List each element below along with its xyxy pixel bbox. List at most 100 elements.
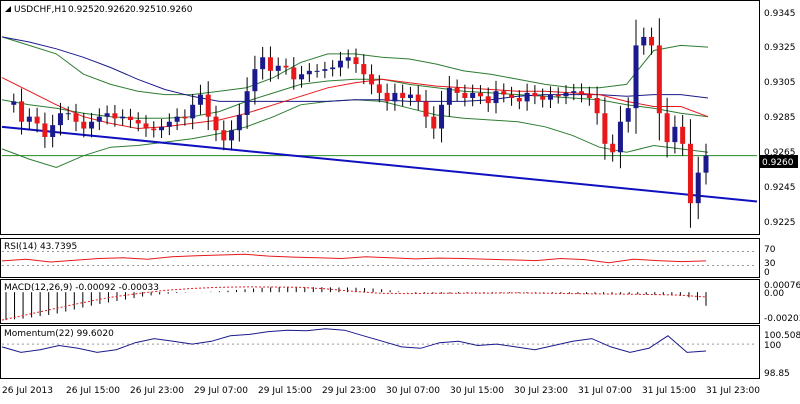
candle-bear [594, 97, 600, 114]
chart-symbol: USDCHF,H1 [14, 5, 67, 15]
candle-bull [229, 130, 235, 141]
candle-bear [369, 74, 375, 85]
momentum-label: Momentum(22) 99.6020 [4, 329, 114, 339]
candle-bull [672, 126, 678, 143]
candle-bear [454, 87, 460, 93]
price-tick: 0.9325 [764, 43, 796, 53]
candle-bear [555, 94, 561, 97]
time-label: 30 Jul 23:00 [514, 386, 568, 396]
time-label: 26 Jul 2013 [2, 386, 53, 396]
candle-bull [11, 101, 17, 105]
candle-bull [470, 92, 476, 98]
time-label: 31 Jul 07:00 [578, 386, 632, 396]
current-price-label: 0.9260 [762, 158, 794, 168]
candle-bear [73, 113, 79, 122]
collapse-triangle-icon[interactable] [5, 6, 11, 12]
candle-bull [89, 121, 95, 129]
time-label: 31 Jul 23:00 [706, 386, 760, 396]
momentum-tick: 100 [764, 341, 781, 351]
rsi-tick: 0 [764, 268, 770, 278]
time-axis: 26 Jul 2013 26 Jul 15:00 26 Jul 23:00 29… [2, 386, 760, 396]
candle-bear [423, 101, 429, 117]
candle-bear [586, 94, 592, 98]
candle-bull [190, 104, 196, 119]
time-label: 26 Jul 23:00 [130, 386, 184, 396]
momentum-plot [1, 328, 757, 353]
momentum-line [1, 328, 707, 353]
rsi-line [1, 253, 707, 264]
price-axis: 0.9345 0.9325 0.9305 0.9285 0.9265 0.924… [764, 9, 796, 228]
candle-bull [322, 69, 328, 71]
candle-bear [34, 116, 40, 124]
rsi-plot [1, 251, 757, 266]
candle-bull [641, 36, 647, 46]
price-tick: 0.9265 [764, 148, 796, 158]
candle-bull [236, 114, 242, 131]
momentum-tick: 100.5085 [764, 331, 800, 341]
ohlc-high: 0.9262 [99, 5, 131, 15]
macd-panel-frame [0, 279, 760, 324]
main-panel-frame [0, 0, 760, 235]
candle-bear [81, 121, 87, 129]
price-tick: 0.9345 [764, 9, 796, 19]
candle-bull [104, 113, 110, 117]
candle-bear [221, 130, 227, 141]
ohlc-low: 0.9251 [130, 5, 162, 15]
candle-bull [524, 92, 530, 102]
candle-bear [283, 65, 289, 68]
candle-bull [65, 113, 71, 115]
candle-bear [143, 123, 149, 129]
rsi-label: RSI(14) 43.7395 [4, 242, 77, 252]
time-label: 29 Jul 23:00 [322, 386, 376, 396]
candle-bull [547, 94, 553, 100]
candle-bull [120, 116, 126, 119]
trendline [1, 125, 758, 203]
bollinger-lower-line [1, 99, 709, 169]
time-label: 29 Jul 07:00 [194, 386, 248, 396]
candle-bear [664, 113, 670, 143]
bollinger-middle-line [1, 78, 709, 119]
candle-bull [166, 121, 172, 127]
candle-bull [244, 91, 250, 115]
macd-tick: 0.00076 [764, 281, 800, 291]
candle-bear [112, 113, 118, 119]
moving-average-red-line [1, 77, 709, 130]
candle-bear [353, 57, 359, 65]
price-tick: 0.9305 [764, 78, 796, 88]
candle-bull [174, 116, 180, 122]
candle-bear [376, 84, 382, 93]
price-tick: 0.9245 [764, 183, 796, 193]
candle-bull [407, 94, 413, 98]
price-tick: 0.9285 [764, 113, 796, 123]
momentum-tick: 98.85 [764, 369, 790, 379]
candle-bear [205, 94, 211, 117]
candle-bull [703, 155, 709, 173]
candle-bull [337, 60, 343, 68]
candle-bear [656, 45, 662, 114]
candle-bull [563, 92, 569, 97]
candle-bear [127, 116, 133, 121]
candle-bear [151, 128, 157, 131]
candle-bear [485, 96, 491, 104]
candle-bear [610, 143, 616, 153]
candle-bear [42, 123, 48, 138]
candle-bull [299, 74, 305, 80]
candle-bear [687, 143, 693, 204]
candle-bear [509, 94, 515, 98]
candle-bear [477, 92, 483, 97]
candle-bear [532, 92, 538, 97]
time-label: 30 Jul 15:00 [450, 386, 504, 396]
candle-bull [695, 172, 701, 204]
bollinger-upper-line [1, 36, 709, 96]
candle-bear [135, 120, 141, 124]
candle-bear [602, 113, 608, 144]
macd-plot [1, 286, 707, 321]
candle-bear [291, 67, 297, 80]
time-label: 29 Jul 15:00 [258, 386, 312, 396]
candle-bull [260, 57, 266, 70]
candle-bull [633, 45, 639, 109]
time-label: 26 Jul 15:00 [66, 386, 120, 396]
candle-bull [345, 57, 351, 61]
